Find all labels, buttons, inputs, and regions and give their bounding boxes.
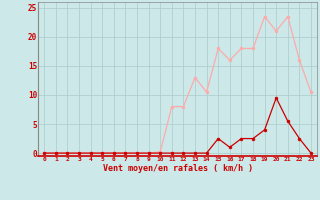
X-axis label: Vent moyen/en rafales ( km/h ): Vent moyen/en rafales ( km/h ) xyxy=(103,164,252,173)
